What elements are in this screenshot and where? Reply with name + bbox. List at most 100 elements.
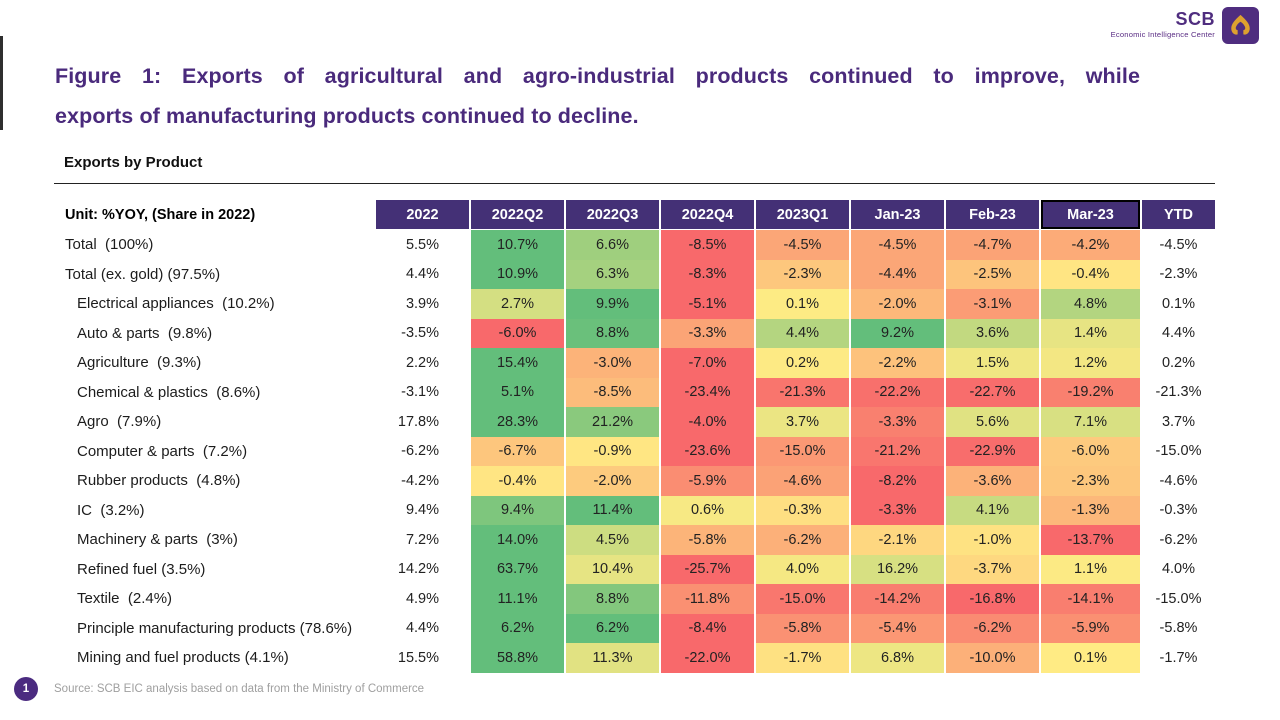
heatmap-cell: 0.1% (1041, 643, 1140, 673)
table-row: Chemical & plastics (8.6%) -3.1% 5.1% -8.5%… (54, 377, 1215, 407)
row-label: Computer & parts (7.2%) (77, 442, 248, 460)
heatmap-cell: 7.1% (1041, 407, 1140, 437)
heatmap-cell: -3.3% (851, 495, 944, 525)
heatmap-cell: -6.2% (756, 525, 849, 555)
heatmap-cell: -3.0% (566, 348, 659, 378)
table-row: Auto & parts (9.8%) -3.5% -6.0% 8.8% -3.3% 4.… (54, 318, 1215, 348)
value-cell: 4.0% (1142, 554, 1215, 584)
left-edge-mark (0, 36, 3, 130)
heatmap-cell: -23.6% (661, 436, 754, 466)
heatmap-cell: -6.7% (471, 436, 564, 466)
scb-logo-icon (1222, 7, 1259, 44)
value-cell: 4.4% (1142, 318, 1215, 348)
heatmap-cell: -14.1% (1041, 584, 1140, 614)
row-label: Rubber products (4.8%) (77, 472, 241, 490)
heatmap-cell: -8.3% (661, 259, 754, 289)
table-row: Principle manufacturing products (78.6%)… (54, 613, 1215, 643)
heatmap-cell: -22.2% (851, 377, 944, 407)
heatmap-cell: -5.1% (661, 289, 754, 319)
heatmap-cell: 3.7% (756, 407, 849, 437)
page-number: 1 (22, 683, 30, 695)
value-cell: 4.9% (376, 584, 469, 614)
scb-logo-text: SCB Economic Intelligence Center (1111, 10, 1215, 39)
value-cell: -1.7% (1142, 643, 1215, 673)
heatmap-cell: -8.5% (661, 230, 754, 260)
column-header-2022q3: 2022Q3 (566, 200, 659, 229)
heatmap-cell: 1.1% (1041, 554, 1140, 584)
heatmap-cell: -22.9% (946, 436, 1039, 466)
heatmap-cell: -0.9% (566, 436, 659, 466)
value-cell: -3.5% (376, 318, 469, 348)
column-header-2022: 2022 (376, 200, 469, 229)
heatmap-cell: -2.0% (566, 466, 659, 496)
column-header-2023q1: 2023Q1 (756, 200, 849, 229)
column-header-mar-23: Mar-23 (1041, 200, 1140, 229)
heatmap-cell: -2.5% (946, 259, 1039, 289)
heatmap-cell: 6.2% (471, 613, 564, 643)
heatmap-cell: -2.0% (851, 289, 944, 319)
value-cell: 7.2% (376, 525, 469, 555)
heatmap-cell: 21.2% (566, 407, 659, 437)
heatmap-cell: 4.1% (946, 495, 1039, 525)
heatmap-cell: 5.1% (471, 377, 564, 407)
figure-title: Figure 1: Exports of agricultural and ag… (55, 56, 1140, 136)
heatmap-cell: -1.7% (756, 643, 849, 673)
heatmap-cell: 14.0% (471, 525, 564, 555)
heatmap-cell: -2.3% (756, 259, 849, 289)
row-label: Textile (2.4%) (77, 590, 173, 608)
heatmap-cell: -14.2% (851, 584, 944, 614)
divider-line (54, 183, 1215, 184)
value-cell: -6.2% (376, 436, 469, 466)
heatmap-cell: -0.4% (1041, 259, 1140, 289)
heatmap-cell: -22.7% (946, 377, 1039, 407)
value-cell: -4.6% (1142, 466, 1215, 496)
heatmap-cell: 3.6% (946, 318, 1039, 348)
heatmap-cell: -6.2% (946, 613, 1039, 643)
heatmap-cell: 1.2% (1041, 348, 1140, 378)
table-row: Machinery & parts (3%) 7.2% 14.0% 4.5% -5.8%… (54, 525, 1215, 555)
heatmap-cell: 58.8% (471, 643, 564, 673)
heatmap-cell: 10.4% (566, 554, 659, 584)
value-cell: 2.2% (376, 348, 469, 378)
column-header-2022q2: 2022Q2 (471, 200, 564, 229)
value-cell: 3.9% (376, 289, 469, 319)
value-cell: -6.2% (1142, 525, 1215, 555)
exports-table: Unit: %YOY, (Share in 2022) 2022 2022Q2 202… (54, 200, 1215, 673)
table-row: Electrical appliances (10.2%) 3.9% 2.7% 9.9… (54, 289, 1215, 319)
table-header-row: Unit: %YOY, (Share in 2022) 2022 2022Q2 202… (54, 200, 1215, 229)
heatmap-cell: -5.8% (661, 525, 754, 555)
heatmap-cell: 0.6% (661, 495, 754, 525)
row-label: Agro (7.9%) (77, 413, 162, 431)
value-cell: 9.4% (376, 495, 469, 525)
column-header-2022q4: 2022Q4 (661, 200, 754, 229)
page-number-badge: 1 (14, 677, 38, 701)
value-cell: 15.5% (376, 643, 469, 673)
heatmap-cell: -3.3% (661, 318, 754, 348)
row-label: Auto & parts (9.8%) (77, 324, 213, 342)
heatmap-cell: -5.9% (1041, 613, 1140, 643)
heatmap-cell: 11.3% (566, 643, 659, 673)
heatmap-cell: -2.2% (851, 348, 944, 378)
value-cell: 14.2% (376, 554, 469, 584)
table-row: Refined fuel (3.5%) 14.2% 63.7% 10.4% -25.7%… (54, 554, 1215, 584)
heatmap-cell: -15.0% (756, 436, 849, 466)
value-cell: 4.4% (376, 613, 469, 643)
heatmap-cell: -0.3% (756, 495, 849, 525)
heatmap-cell: -11.8% (661, 584, 754, 614)
heatmap-cell: -16.8% (946, 584, 1039, 614)
heatmap-cell: -4.5% (851, 230, 944, 260)
heatmap-cell: 10.9% (471, 259, 564, 289)
heatmap-cell: -1.0% (946, 525, 1039, 555)
heatmap-cell: -3.3% (851, 407, 944, 437)
value-cell: 0.2% (1142, 348, 1215, 378)
heatmap-cell: -4.7% (946, 230, 1039, 260)
value-cell: 3.7% (1142, 407, 1215, 437)
heatmap-cell: -23.4% (661, 377, 754, 407)
heatmap-cell: 6.6% (566, 230, 659, 260)
heatmap-cell: 4.8% (1041, 289, 1140, 319)
table-row: Total (ex. gold) (97.5%) 4.4% 10.9% 6.3% -8.… (54, 259, 1215, 289)
value-cell: -15.0% (1142, 436, 1215, 466)
figure-title-line-2: exports of manufacturing products contin… (55, 104, 639, 128)
heatmap-cell: 16.2% (851, 554, 944, 584)
row-label: Agriculture (9.3%) (77, 354, 202, 372)
